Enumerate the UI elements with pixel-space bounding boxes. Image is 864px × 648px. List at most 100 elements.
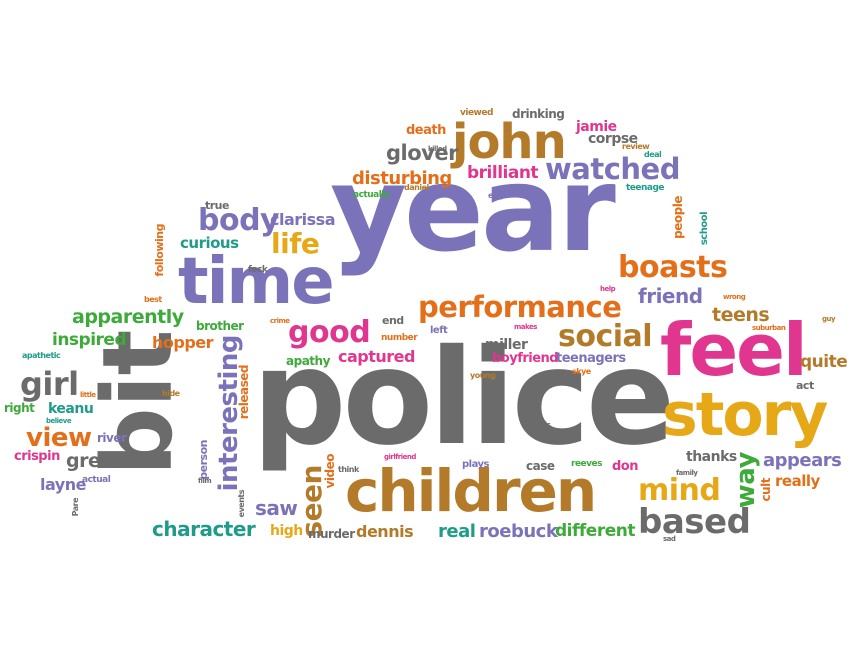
word-best: best <box>144 295 162 304</box>
word-jamie: jamie <box>576 119 617 135</box>
word-reeves: reeves <box>571 459 602 469</box>
word-kids: kids <box>536 421 551 429</box>
word-roebuck: roebuck <box>479 521 558 542</box>
word-mind: mind <box>638 473 721 508</box>
word-social: social <box>558 319 653 354</box>
word-great: great <box>66 450 122 472</box>
word-keanu: keanu <box>48 401 94 417</box>
word-year: year <box>330 140 616 278</box>
word-school: school <box>699 212 710 246</box>
word-murder: murder <box>308 527 355 541</box>
word-actually: actually <box>353 190 390 200</box>
word-drinking: drinking <box>512 107 565 121</box>
word-performance: performance <box>418 290 622 324</box>
word-character: character <box>152 517 256 541</box>
word-friend: friend <box>638 284 703 308</box>
word-river: river <box>97 431 127 445</box>
word-view: view <box>26 423 92 453</box>
word-left: left <box>430 325 448 336</box>
word-little: little <box>80 391 96 399</box>
word-boyfriend: boyfriend <box>492 351 559 366</box>
word-end: end <box>382 314 404 327</box>
word-dennis: dennis <box>356 522 414 541</box>
word-captured: captured <box>338 347 415 366</box>
word-life: life <box>271 227 320 260</box>
word-based: based <box>638 502 751 542</box>
word-disturbing: disturbing <box>352 168 452 189</box>
word-true: true <box>205 199 229 212</box>
word-good: good <box>288 315 371 350</box>
word-family: family <box>676 469 698 477</box>
word-really: really <box>775 472 820 490</box>
word-video: video <box>323 454 337 489</box>
word-real: real <box>438 521 476 542</box>
word-killed: killed <box>428 145 447 153</box>
word-feck: feck <box>248 265 268 275</box>
word-think: think <box>338 465 359 474</box>
word-deal: deal <box>644 150 662 159</box>
word-layne: layne <box>40 475 86 494</box>
word-police: police <box>252 321 675 475</box>
word-crime: crime <box>270 317 290 325</box>
word-boasts: boasts <box>618 250 728 285</box>
word-miller: miller <box>485 337 528 353</box>
word-events: events <box>237 490 246 518</box>
word-curious: curious <box>180 234 239 252</box>
word-daniel: daniel <box>404 183 429 192</box>
word-number: number <box>381 333 418 343</box>
word-quite: quite <box>800 352 848 372</box>
word-brilliant: brilliant <box>467 163 539 183</box>
word-children: children <box>345 457 597 525</box>
word-following: following <box>153 224 166 277</box>
word-teenage: teenage <box>626 183 665 193</box>
word-teenagers: teenagers <box>556 351 626 366</box>
word-people: people <box>671 196 685 239</box>
word-right: right <box>4 401 35 415</box>
word-inspired: inspired <box>52 330 127 350</box>
word-don: don <box>612 459 639 474</box>
word-crispin: crispin <box>14 449 60 464</box>
word-time: time <box>178 245 335 319</box>
word-released: released <box>237 365 251 420</box>
word-watched: watched <box>545 152 681 186</box>
word-apathy: apathy <box>286 354 330 368</box>
word-body: body <box>198 203 280 238</box>
word-viewed: viewed <box>460 108 493 118</box>
word-saw: saw <box>255 496 298 520</box>
word-review: review <box>622 142 650 151</box>
word-hide: hide <box>162 389 180 398</box>
word-case: case <box>526 459 555 473</box>
word-guy: guy <box>822 315 836 323</box>
word-hopper: hopper <box>152 333 214 352</box>
word-clarissa: clarissa <box>270 210 335 229</box>
word-film: film <box>198 477 212 485</box>
word-cult: cult <box>759 478 773 502</box>
word-feel: feel <box>660 308 808 392</box>
word-person: person <box>197 440 210 480</box>
word-wrong: wrong <box>723 293 746 301</box>
word-apparently: apparently <box>72 306 184 328</box>
word-high: high <box>270 523 303 539</box>
word-help: help <box>600 285 616 293</box>
word-corpse: corpse <box>588 131 638 147</box>
word-act: act <box>796 379 814 392</box>
word-story: story <box>662 380 828 450</box>
word-makes: makes <box>514 323 537 331</box>
word-girlfriend: girlfriend <box>384 453 416 461</box>
word-thanks: thanks <box>686 449 737 465</box>
word-glover: glover <box>386 141 458 165</box>
word-girl: girl <box>20 365 79 403</box>
word-actual: actual <box>82 475 111 485</box>
word-skye: skye <box>572 367 591 376</box>
word-sad: sad <box>663 535 676 543</box>
word-john: john <box>452 114 567 170</box>
word-different: different <box>555 521 635 541</box>
word-edge: edge <box>488 191 509 200</box>
word-brother: brother <box>196 319 244 333</box>
word-death: death <box>406 123 446 138</box>
word-teens: teens <box>712 304 770 326</box>
word-pare: Pare <box>71 498 80 517</box>
word-young: young <box>470 371 496 380</box>
word-apathetic: apathetic <box>22 351 61 360</box>
